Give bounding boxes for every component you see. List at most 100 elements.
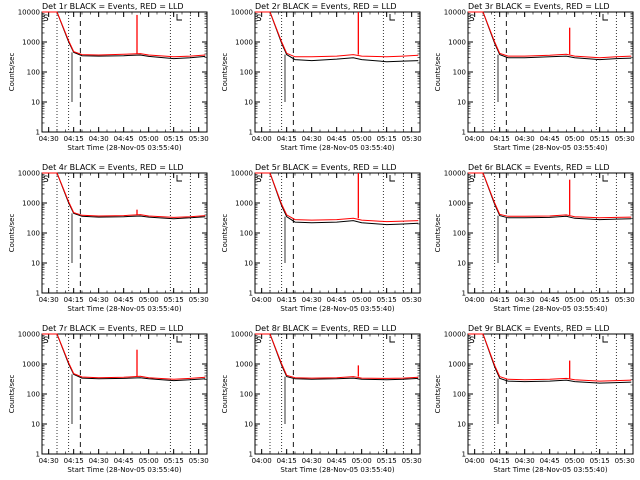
start-marker-glyph: S [256, 175, 262, 185]
y-tick-label: 1 [36, 290, 40, 298]
panel-title: Det 5r BLACK = Events, RED = LLD [255, 163, 397, 172]
x-axis-title: Start Time (28-Nov-05 03:55:40) [493, 466, 607, 474]
x-tick-label: 05:15 [590, 135, 610, 143]
x-tick-label: 04:00 [252, 135, 272, 143]
x-axis-title: Start Time (28-Nov-05 03:55:40) [280, 466, 394, 474]
x-tick-label: 05:00 [352, 296, 372, 304]
y-tick-label: 10 [244, 421, 253, 429]
x-tick-label: 05:30 [189, 135, 209, 143]
x-tick-label: 05:30 [615, 135, 635, 143]
y-tick-label: 1 [249, 290, 253, 298]
x-tick-label: 05:30 [402, 457, 422, 465]
start-marker-glyph: S [256, 336, 262, 346]
start-marker-glyph: S [43, 336, 49, 346]
x-tick-label: 04:15 [490, 296, 510, 304]
series-line-lld [468, 172, 632, 219]
y-tick-label: 100 [27, 391, 40, 399]
panel-title: Det 8r BLACK = Events, RED = LLD [255, 324, 397, 333]
x-tick-label: 05:15 [377, 457, 397, 465]
x-axis-title: Start Time (28-Nov-05 03:55:40) [67, 305, 181, 313]
series-line-lld [468, 333, 632, 382]
y-tick-label: 10 [31, 99, 40, 107]
y-tick-label: 1 [249, 451, 253, 459]
x-tick-label: 04:00 [252, 296, 272, 304]
x-tick-label: 04:30 [39, 296, 59, 304]
series-line-lld [255, 11, 419, 58]
y-axis-title: Counts/sec [221, 53, 229, 92]
start-marker-glyph: S [469, 175, 475, 185]
end-marker-glyph [389, 14, 395, 21]
x-tick-label: 04:15 [64, 135, 84, 143]
y-tick-label: 10000 [18, 331, 40, 339]
y-axis-title: Counts/sec [434, 214, 442, 253]
x-tick-label: 04:15 [277, 457, 297, 465]
x-axis-title: Start Time (28-Nov-05 03:55:40) [280, 144, 394, 152]
panel-8: Det 8r BLACK = Events, RED = LLD 1 10 100 10… [221, 324, 422, 474]
x-tick-label: 04:45 [114, 135, 134, 143]
x-tick-label: 04:30 [302, 457, 322, 465]
x-tick-label: 04:45 [327, 457, 347, 465]
x-tick-label: 05:30 [189, 296, 209, 304]
panel-title: Det 7r BLACK = Events, RED = LLD [42, 324, 184, 333]
series-line-lld [42, 172, 206, 218]
panel-title: Det 3r BLACK = Events, RED = LLD [468, 2, 610, 11]
y-tick-label: 1000 [448, 200, 466, 208]
x-tick-label: 05:00 [565, 296, 585, 304]
start-marker-glyph: S [469, 336, 475, 346]
y-tick-label: 100 [27, 69, 40, 77]
x-tick-label: 05:15 [164, 457, 184, 465]
x-tick-label: 04:45 [327, 135, 347, 143]
y-tick-label: 1000 [448, 361, 466, 369]
y-tick-label: 100 [453, 391, 466, 399]
start-marker-glyph: S [469, 14, 475, 24]
y-axis-title: Counts/sec [8, 214, 16, 253]
x-tick-label: 05:15 [590, 296, 610, 304]
x-tick-label: 04:30 [515, 135, 535, 143]
end-marker-glyph [602, 175, 608, 182]
x-axis-title: Start Time (28-Nov-05 03:55:40) [280, 305, 394, 313]
x-tick-label: 05:30 [615, 296, 635, 304]
x-tick-label: 04:00 [465, 135, 485, 143]
y-tick-label: 1000 [448, 39, 466, 47]
y-tick-label: 1 [36, 129, 40, 137]
x-tick-label: 05:15 [590, 457, 610, 465]
panel-5: Det 5r BLACK = Events, RED = LLD 1 10 100 10… [221, 163, 422, 313]
y-tick-label: 1 [462, 290, 466, 298]
y-tick-label: 10 [457, 260, 466, 268]
x-tick-label: 05:00 [139, 296, 159, 304]
x-axis-title: Start Time (28-Nov-05 03:55:40) [67, 466, 181, 474]
x-tick-label: 05:00 [565, 457, 585, 465]
x-tick-label: 05:00 [565, 135, 585, 143]
y-axis-title: Counts/sec [8, 375, 16, 414]
end-marker-glyph [389, 175, 395, 182]
panel-3: Det 3r BLACK = Events, RED = LLD 1 10 100 10… [434, 2, 635, 152]
y-tick-label: 100 [240, 391, 253, 399]
y-axis-title: Counts/sec [434, 53, 442, 92]
x-tick-label: 04:30 [515, 457, 535, 465]
x-tick-label: 04:15 [64, 457, 84, 465]
x-tick-label: 05:15 [164, 296, 184, 304]
y-tick-label: 100 [240, 69, 253, 77]
panel-9: Det 9r BLACK = Events, RED = LLD 1 10 100 10… [434, 324, 635, 474]
panel-1: Det 1r BLACK = Events, RED = LLD 1 10 100 10… [8, 2, 209, 152]
start-marker-glyph: S [43, 14, 49, 24]
y-tick-label: 10 [244, 260, 253, 268]
y-tick-label: 10 [457, 421, 466, 429]
panel-title: Det 1r BLACK = Events, RED = LLD [42, 2, 184, 11]
y-tick-label: 10 [244, 99, 253, 107]
end-marker-glyph [176, 336, 182, 343]
x-tick-label: 05:00 [139, 457, 159, 465]
panel-title: Det 6r BLACK = Events, RED = LLD [468, 163, 610, 172]
x-tick-label: 04:15 [64, 296, 84, 304]
x-tick-label: 04:15 [490, 457, 510, 465]
x-tick-label: 04:00 [252, 457, 272, 465]
x-tick-label: 04:30 [302, 135, 322, 143]
y-tick-label: 100 [240, 230, 253, 238]
x-tick-label: 05:15 [164, 135, 184, 143]
x-tick-label: 04:00 [465, 457, 485, 465]
x-tick-label: 04:30 [39, 457, 59, 465]
x-tick-label: 04:45 [327, 296, 347, 304]
y-tick-label: 1 [462, 451, 466, 459]
